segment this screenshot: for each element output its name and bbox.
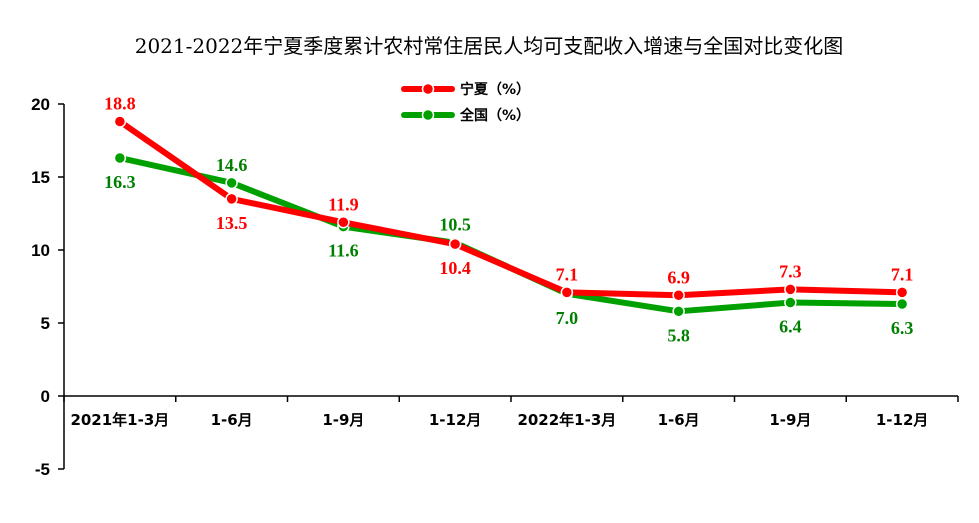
x-tick-label: 1-12月 [429,411,482,429]
y-tick-label: 10 [31,241,50,260]
x-tick-label: 1-12月 [876,411,929,429]
data-label: 10.5 [439,215,471,235]
data-point [337,216,350,229]
data-label: 16.3 [104,172,136,192]
data-label: 13.5 [216,213,248,233]
axes: -5 0 5 10 15 20 2021年1-3月 1-6月 1-9月 1-12月 2022年1-3… [31,95,959,479]
x-tick-label: 1-9月 [769,411,811,429]
data-point [672,289,685,302]
data-label: 18.8 [104,94,136,114]
legend-label: 宁夏（%） [460,81,530,98]
data-point [895,286,909,299]
data-label: 7.1 [556,264,579,284]
x-tick-label: 2021年1-3月 [70,411,169,429]
legend-marker [421,108,435,122]
data-point [448,237,462,251]
y-tick-label: 0 [41,387,50,406]
y-tick-label: -5 [35,460,50,479]
data-label: 11.9 [328,194,359,214]
data-point [113,115,127,128]
data-label: 6.3 [891,318,914,338]
chart-title: 2021-2022年宁夏季度累计农村常住居民人均可支配收入增速与全国对比变化图 [135,34,844,58]
y-tick-label: 20 [31,95,50,114]
data-point [895,297,909,311]
data-point [225,176,238,190]
data-point [560,286,574,299]
data-point [672,305,685,318]
data-point [784,283,797,296]
data-labels: 18.8 13.5 11.9 10.4 7.1 6.9 7.3 7.1 16.3 14.6 11.6… [104,94,913,346]
series-line [116,118,906,299]
data-label: 7.1 [891,264,914,284]
data-label: 14.6 [216,155,248,175]
data-label: 6.9 [667,267,690,287]
data-label: 11.6 [328,241,359,261]
y-tick-label: 5 [41,314,50,333]
data-label: 10.4 [439,258,471,278]
data-point [225,192,238,206]
series-layer [113,115,909,318]
data-point [784,296,797,309]
legend-marker [421,82,435,96]
x-tick-label: 2022年1-3月 [517,411,616,429]
data-label: 7.0 [556,308,579,328]
x-tick-label: 1-9月 [322,411,364,429]
x-tick-label: 1-6月 [658,411,700,429]
legend-label: 全国（%） [459,107,530,124]
data-point [113,151,127,165]
data-label: 7.3 [779,261,802,281]
y-tick-label: 15 [31,168,50,187]
legend: 宁夏（%） 全国（%） [401,81,530,124]
data-label: 5.8 [667,325,690,345]
data-label: 6.4 [779,317,802,337]
x-tick-label: 1-6月 [211,411,253,429]
